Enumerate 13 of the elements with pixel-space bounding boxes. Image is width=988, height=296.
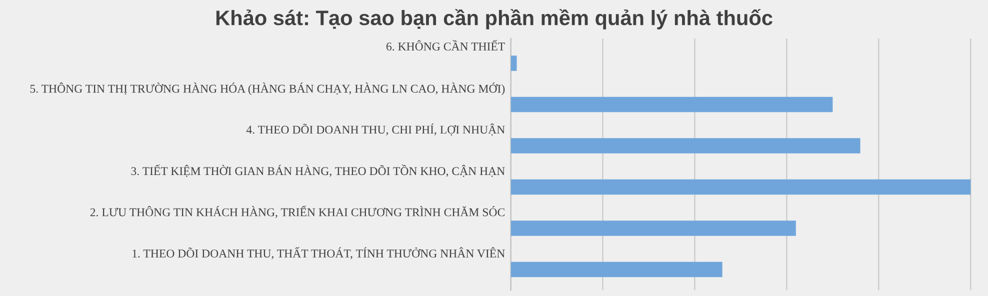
y-tick-label: 4. THEO DÕI DOANH THU, CHI PHÍ, LỢI NHUẬN bbox=[246, 123, 505, 136]
bar bbox=[510, 56, 517, 71]
bar bbox=[510, 96, 833, 112]
y-tick-label: 6. KHÔNG CẦN THIẾT bbox=[386, 40, 505, 51]
bar bbox=[510, 220, 796, 236]
y-tick-label: 3. TIẾT KIỆM THỜI GIAN BÁN HÀNG, THEO DÕI TỒN KHO, CẬN HẠN bbox=[131, 164, 505, 177]
y-tick-label: 1. THEO DÕI DOANH THU, THẤT THOÁT, TÍNH THƯỞNG NHÂN VIÊN bbox=[132, 246, 505, 260]
bar bbox=[510, 179, 971, 195]
bar bbox=[510, 262, 722, 278]
y-tick-label: 5. THÔNG TIN THỊ TRƯỜNG HÀNG HÓA (HÀNG BÁN CHẠY, HÀNG LN CAO, HÀNG MỚI) bbox=[30, 82, 505, 96]
y-tick-label: 2. LƯU THÔNG TIN KHÁCH HÀNG, TRIỂN KHAI CHƯƠNG TRÌNH CHĂM SÓC bbox=[90, 206, 504, 218]
bar bbox=[510, 138, 860, 154]
chart-title: Khảo sát: Tạo sao bạn cần phần mềm quản lý nhà thuốc bbox=[216, 9, 772, 30]
